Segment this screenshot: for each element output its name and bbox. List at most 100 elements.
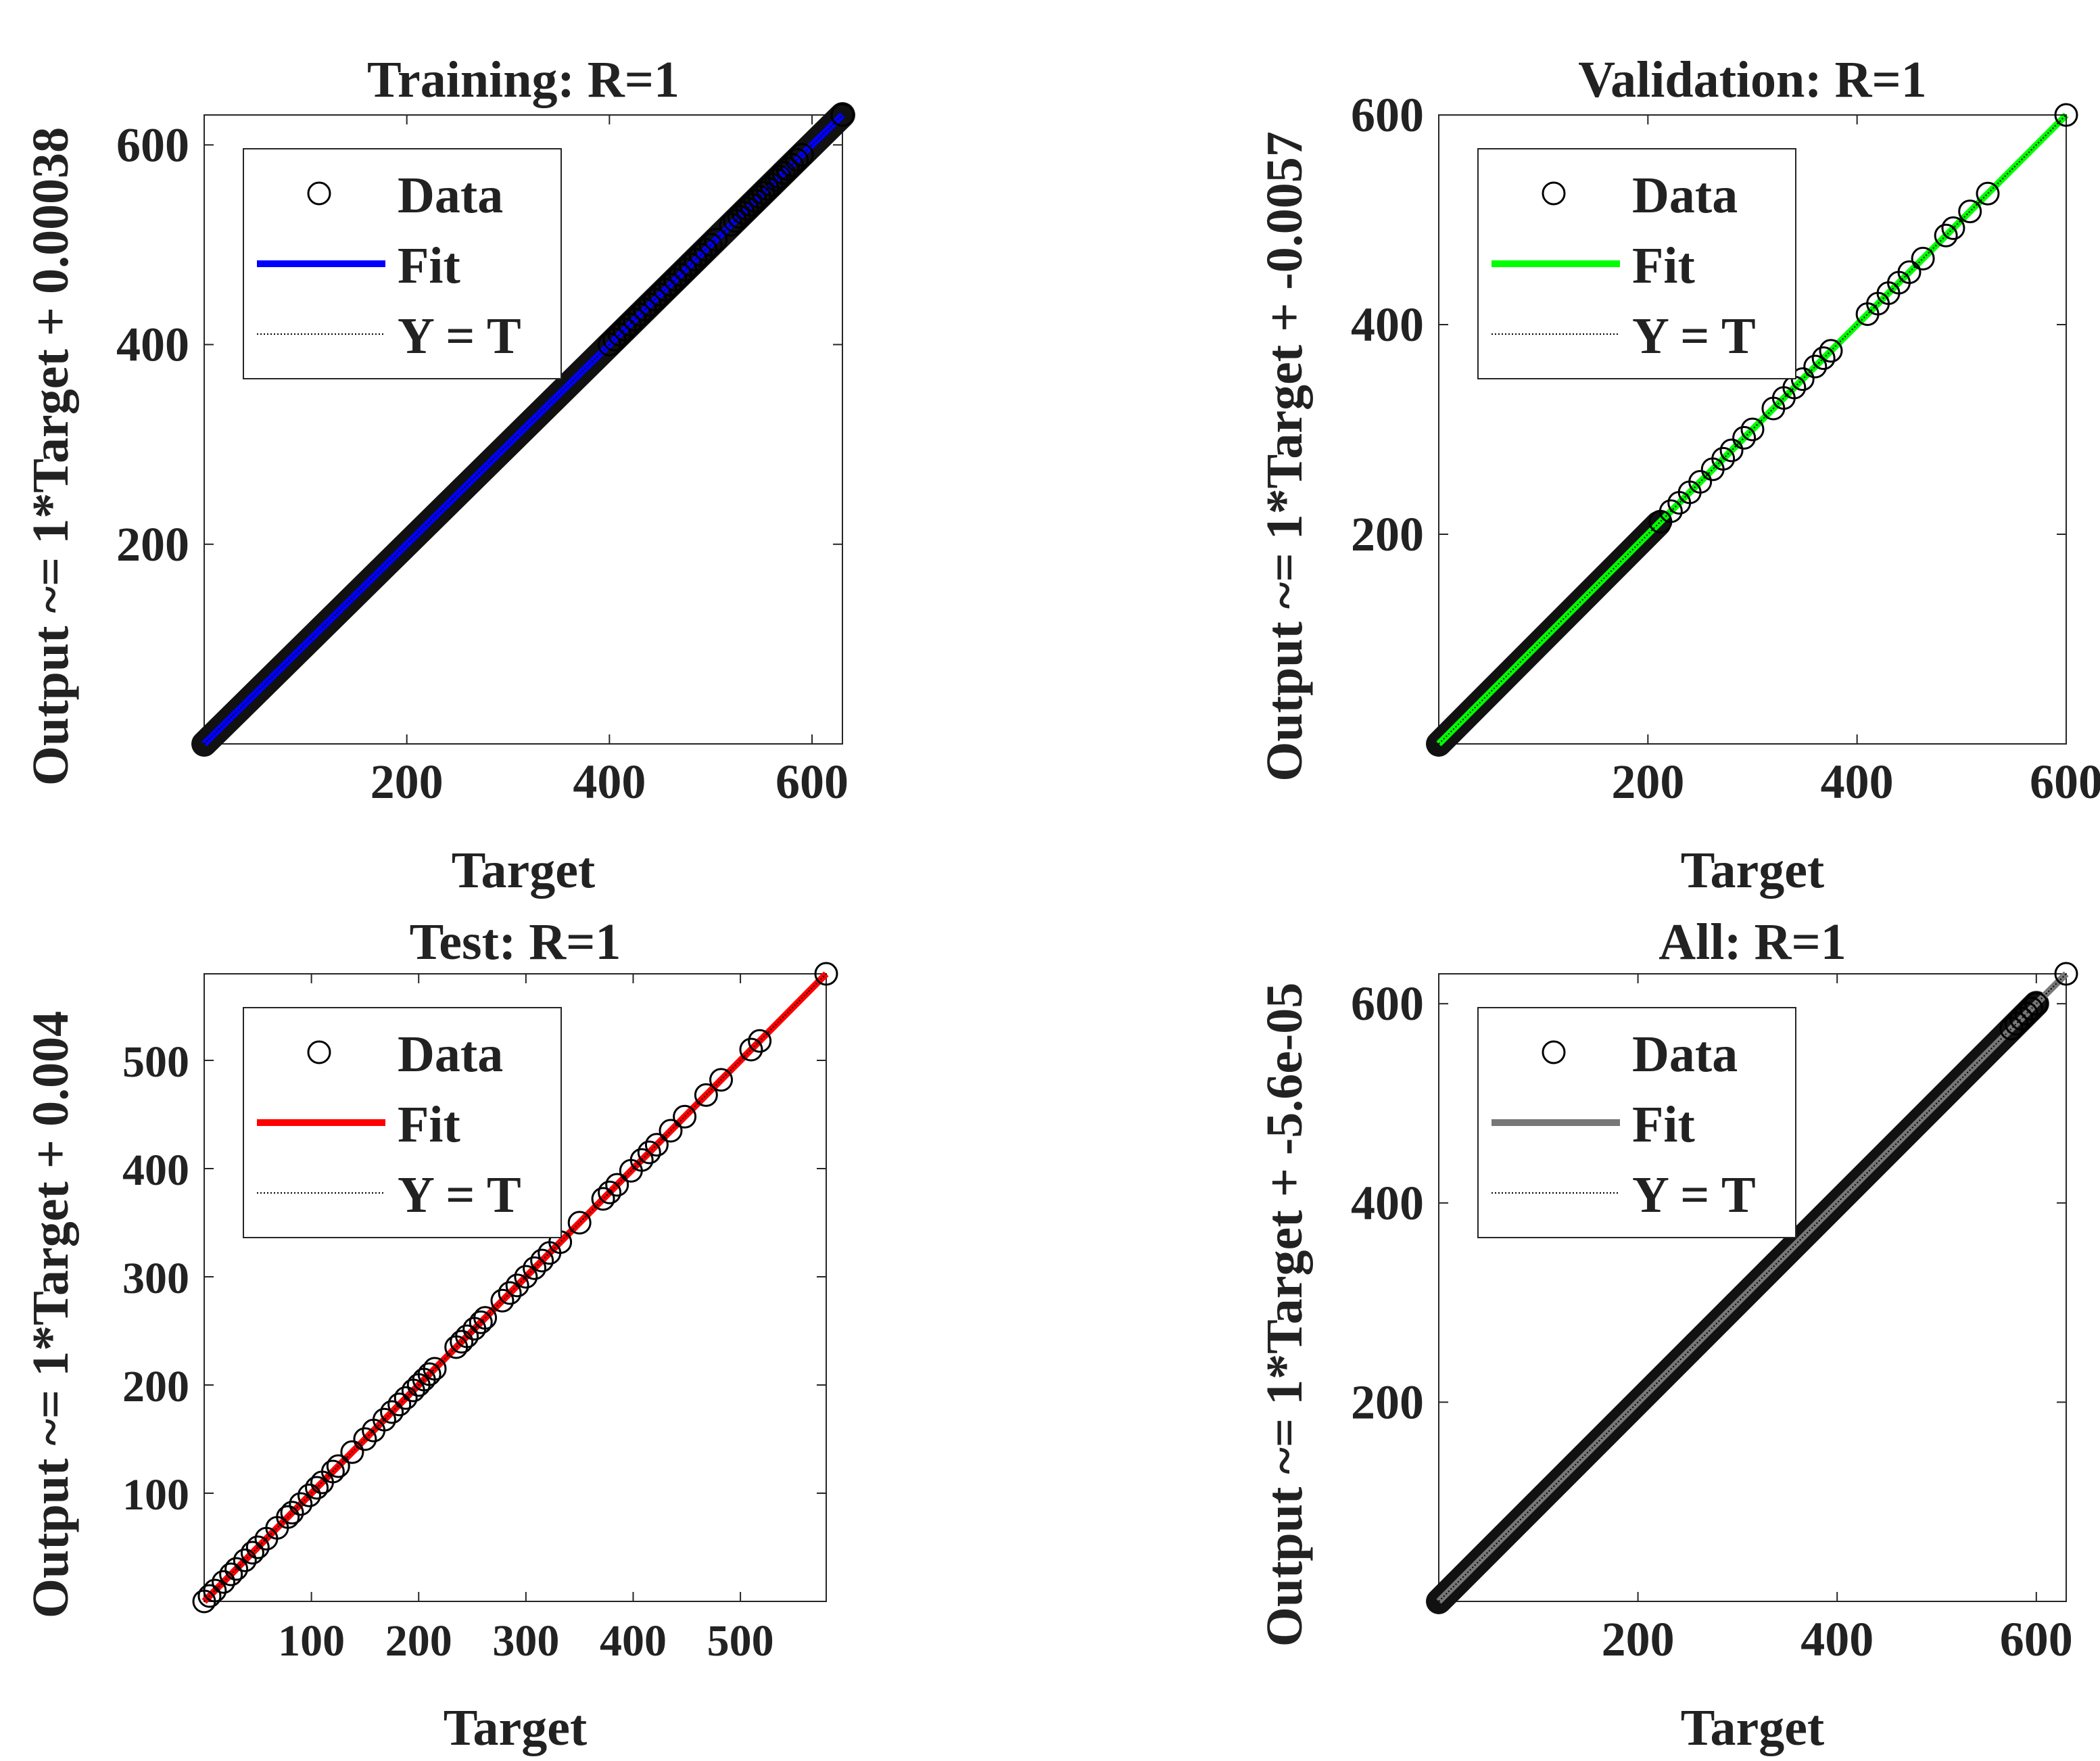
legend: Data Fit Y = T [1477, 148, 1796, 379]
data-point [340, 1440, 364, 1464]
data-point [1911, 246, 1935, 271]
data-point [197, 1584, 222, 1608]
y-axis-label: Output ~= 1*Target + -5.6e-05 [1256, 983, 1313, 1647]
y-tick-label: 200 [1351, 1375, 1424, 1429]
data-point [203, 1578, 227, 1603]
legend: Data Fit Y = T [243, 1007, 562, 1238]
legend: Data Fit Y = T [243, 148, 562, 379]
data-point [393, 1386, 418, 1410]
data-point [709, 1068, 734, 1092]
data-point [637, 1140, 661, 1165]
data-point [1803, 354, 1828, 379]
data-point [523, 1256, 547, 1280]
x-tick-label: 200 [371, 755, 444, 809]
data-point [1811, 346, 1836, 371]
y-axis-label: Output ~= 1*Target + 0.004 [22, 1011, 79, 1618]
data-point [602, 327, 627, 352]
data-point [605, 1173, 629, 1197]
data-point [423, 1357, 447, 1381]
data-point [1976, 181, 2000, 206]
x-tick-label: 500 [707, 1616, 774, 1666]
y-tick-label: 400 [1351, 298, 1424, 352]
data-point [748, 1029, 772, 1053]
y-axis-label: Output ~= 1*Target + 0.00038 [22, 127, 79, 786]
legend-label: Y = T [1632, 1167, 1756, 1223]
data-point [305, 1476, 329, 1500]
data-point [498, 1281, 522, 1305]
legend-label: Y = T [1632, 308, 1756, 365]
identity-line [1438, 973, 2067, 1602]
legend-label: Fit [1632, 237, 1695, 294]
data-point [1719, 438, 1744, 463]
legend-box [1477, 148, 1796, 379]
data-point [598, 1180, 622, 1204]
legend-label: Y = T [398, 1167, 521, 1223]
chart-title: Test: R=1 [410, 914, 621, 970]
data-point [2004, 1012, 2028, 1036]
data-point [289, 1492, 313, 1516]
legend-label: Fit [1632, 1096, 1695, 1153]
y-tick-label: 400 [122, 1146, 189, 1195]
data-point [417, 1362, 442, 1386]
data-point [240, 1541, 264, 1565]
y-tick-label: 200 [116, 517, 189, 571]
data-point [353, 1427, 377, 1451]
data-point [644, 1133, 669, 1157]
data-point [2054, 962, 2078, 986]
data-point [505, 1273, 529, 1298]
data-point [1958, 199, 1982, 224]
legend-label: Fit [398, 237, 460, 294]
data-point [1761, 396, 1786, 421]
x-tick-label: 400 [600, 1616, 667, 1666]
data-point [387, 1392, 412, 1417]
data-point [212, 1570, 236, 1594]
plot-area [1426, 962, 2078, 1614]
legend-data-marker [307, 181, 331, 206]
legend-label: Data [398, 167, 503, 224]
x-tick-label: 200 [385, 1616, 452, 1666]
y-tick-label: 100 [122, 1470, 189, 1520]
legend-label: Y = T [398, 308, 521, 365]
y-tick-label: 400 [1351, 1176, 1424, 1230]
data-point [219, 1562, 243, 1587]
x-axis-label: Target [452, 842, 596, 899]
legend-label: Data [1632, 167, 1738, 224]
legend-label: Fit [398, 1096, 460, 1153]
data-point [567, 1211, 592, 1235]
legend-data-marker [307, 1040, 331, 1064]
y-axis-label: Output ~= 1*Target + -0.0057 [1256, 131, 1313, 781]
data-point [326, 1454, 350, 1478]
data-point [380, 1400, 404, 1424]
x-tick-label: 200 [1611, 755, 1684, 809]
data-point [747, 185, 771, 209]
x-tick-label: 200 [1602, 1612, 1675, 1666]
data-point [739, 193, 763, 217]
data-point [320, 1459, 345, 1484]
data-point [1855, 302, 1880, 326]
data-point [276, 1505, 300, 1529]
plot-area [191, 102, 855, 757]
y-tick-label: 600 [1351, 88, 1424, 142]
data-point [727, 205, 751, 229]
data-point [694, 1083, 718, 1107]
legend: Data Fit Y = T [1477, 1007, 1796, 1238]
x-tick-label: 400 [573, 755, 646, 809]
plot-area [192, 962, 838, 1614]
data-point [830, 103, 855, 127]
data-point [719, 212, 743, 237]
chart-title: Validation: R=1 [1578, 51, 1927, 108]
x-axis-label: Target [1681, 842, 1825, 899]
data-point [1934, 223, 1958, 248]
y-tick-label: 500 [122, 1037, 189, 1087]
data-point [814, 962, 838, 986]
data-point [245, 1535, 270, 1559]
data-point [469, 1310, 493, 1334]
legend-label: Data [398, 1026, 503, 1083]
y-tick-label: 600 [116, 118, 189, 172]
x-axis-label: Target [444, 1699, 588, 1756]
data-point [597, 333, 621, 357]
legend-data-marker [1542, 1040, 1566, 1064]
data-point [450, 1330, 474, 1354]
legend-label: Data [1632, 1026, 1738, 1083]
